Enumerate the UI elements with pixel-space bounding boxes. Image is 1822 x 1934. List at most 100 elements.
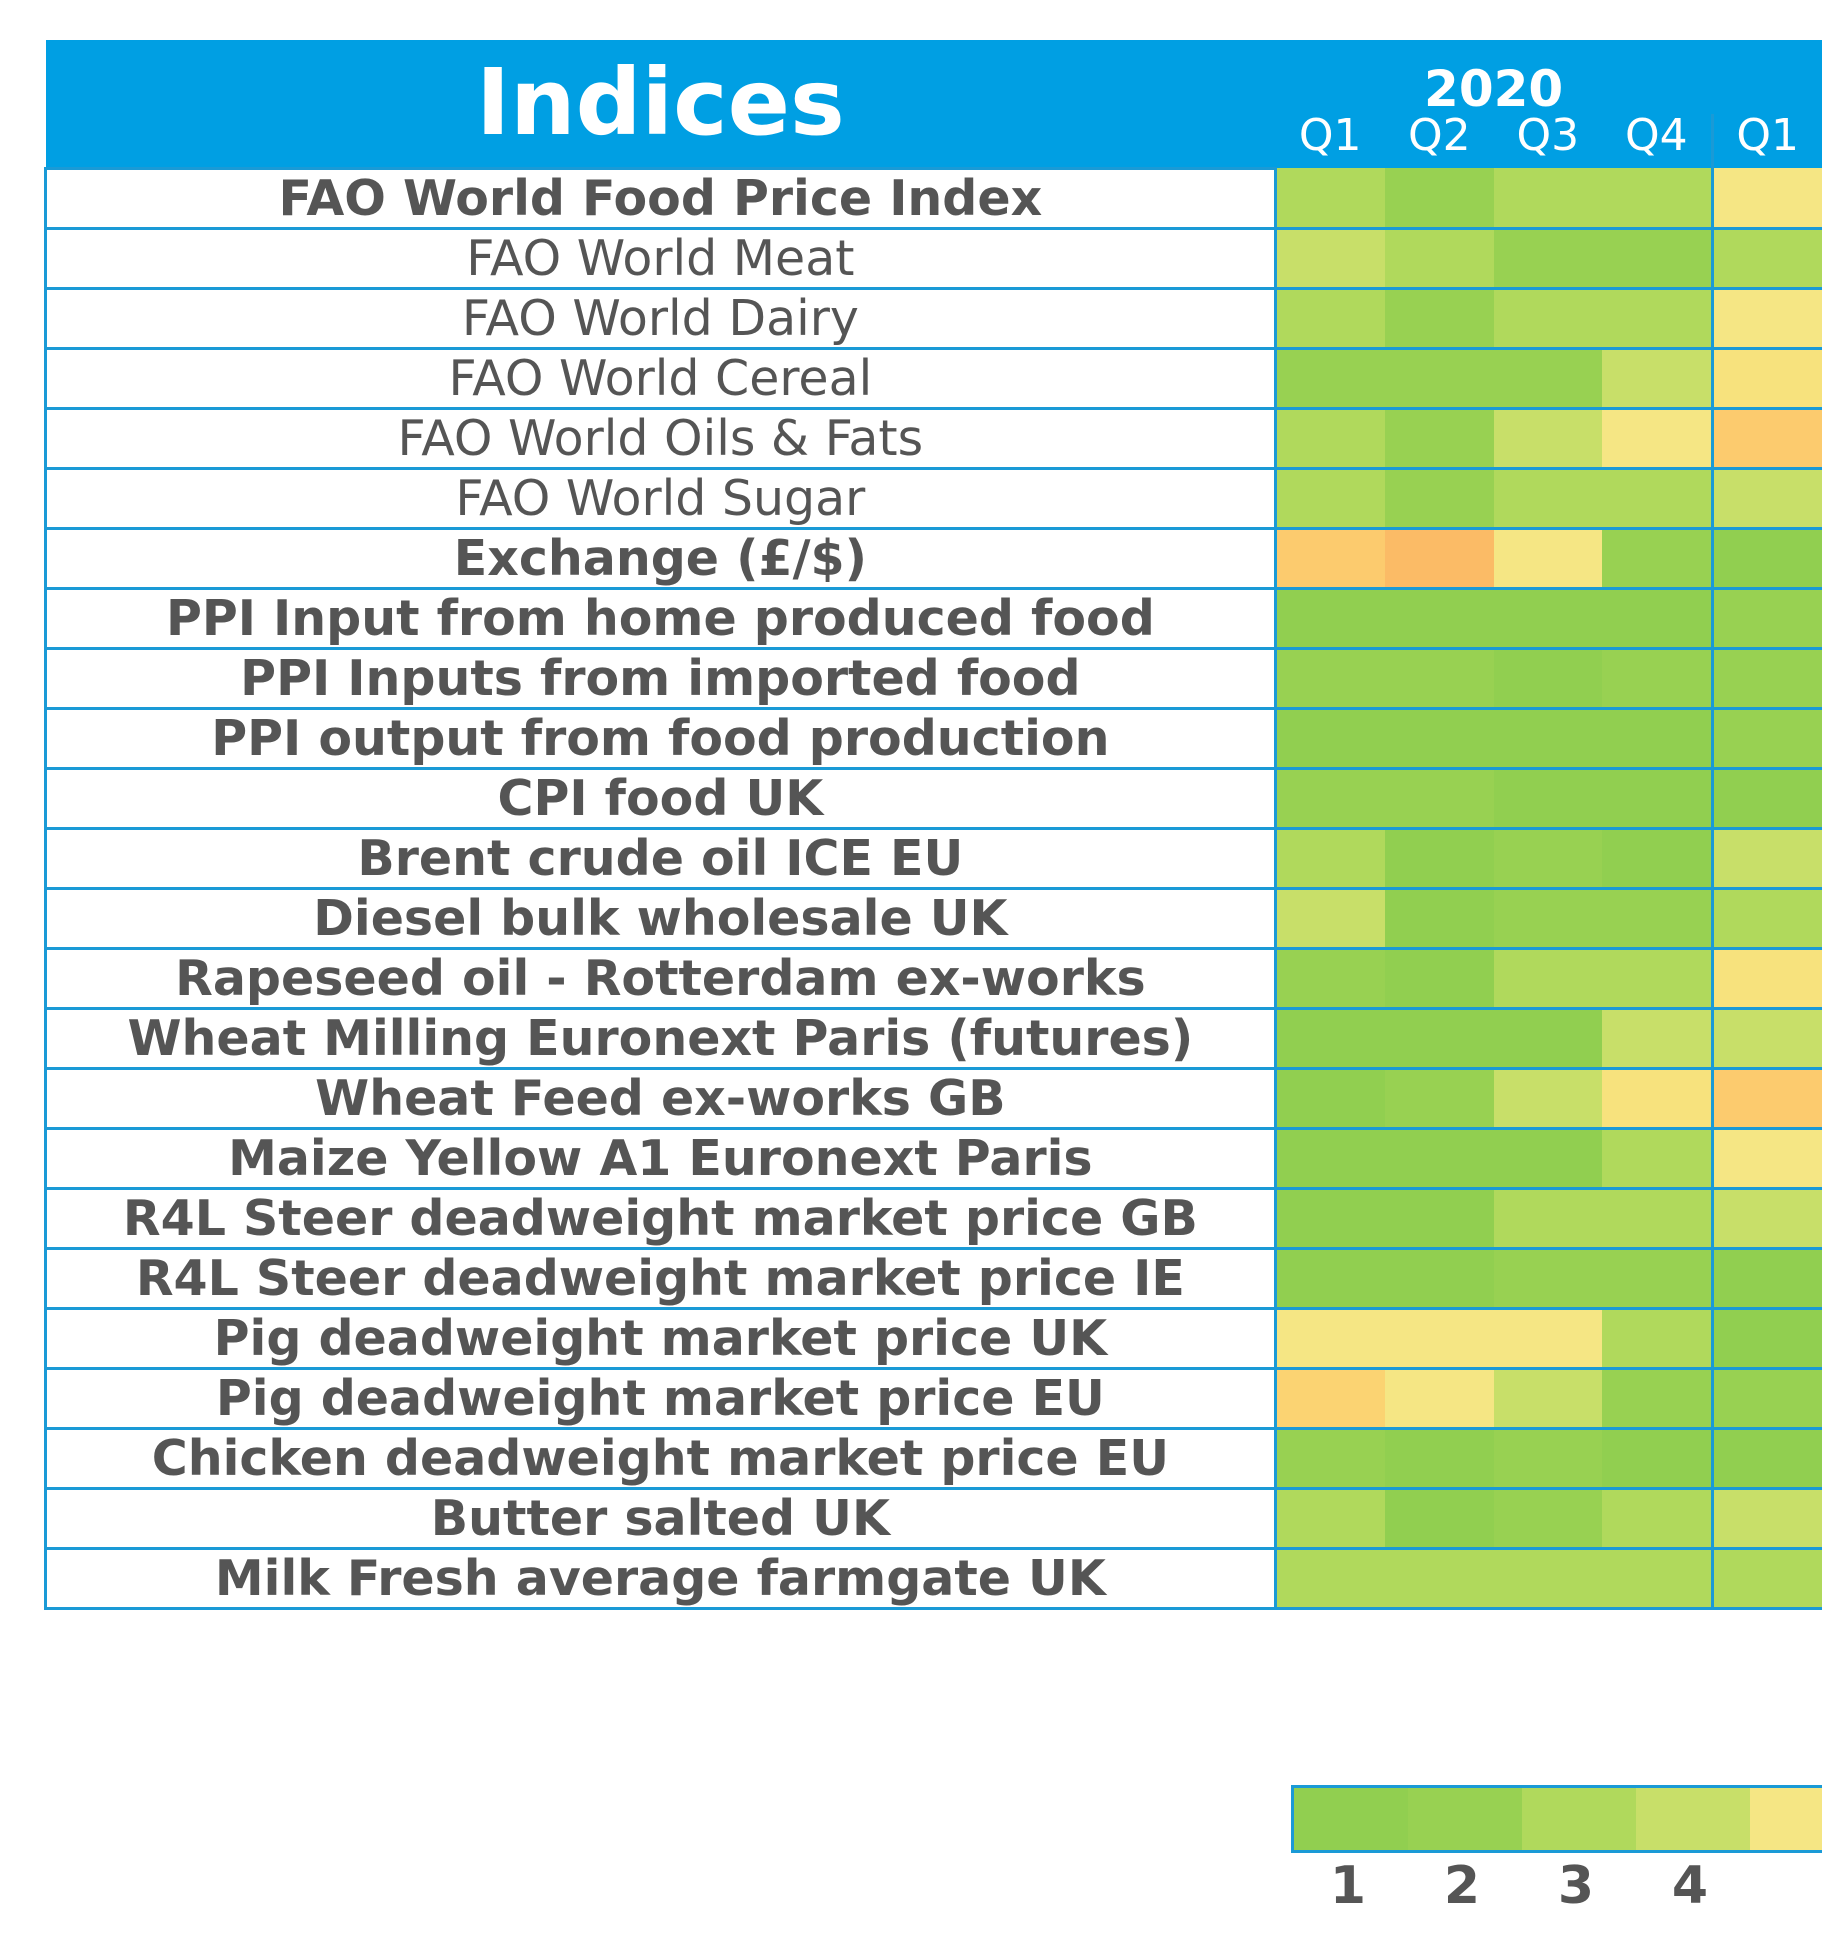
heat-cell	[1710, 528, 1822, 590]
row-label: Milk Fresh average farmgate UK	[44, 1546, 1277, 1610]
heat-cell	[1710, 1068, 1822, 1130]
heat-cell	[1275, 588, 1386, 650]
heat-cell	[1493, 708, 1603, 770]
heat-cell	[1493, 1368, 1603, 1430]
table-row: PPI Input from home produced food	[44, 586, 1822, 650]
heat-cell	[1493, 1128, 1603, 1190]
heat-cell	[1602, 1248, 1712, 1310]
table-row: R4L Steer deadweight market price IE	[44, 1246, 1822, 1310]
legend-swatch	[1294, 1788, 1408, 1850]
year-header: 2020	[1275, 40, 1712, 114]
heat-cell	[1710, 1248, 1822, 1310]
row-label: Brent crude oil ICE EU	[44, 826, 1277, 890]
heat-cell	[1602, 1068, 1712, 1130]
heat-cell	[1710, 348, 1822, 410]
heat-cell	[1493, 1308, 1603, 1370]
row-label: Wheat Feed ex-works GB	[44, 1066, 1277, 1130]
heat-cell	[1602, 168, 1712, 230]
heat-cell	[1710, 1488, 1822, 1550]
table-row: FAO World Food Price Index	[44, 166, 1822, 230]
quarter-header: Q3	[1493, 114, 1603, 168]
heat-cell	[1275, 1488, 1386, 1550]
table-row: Pig deadweight market price EU	[44, 1366, 1822, 1430]
heat-cell	[1602, 408, 1712, 470]
row-label: FAO World Sugar	[44, 466, 1277, 530]
heat-cell	[1710, 1128, 1822, 1190]
heat-cell	[1493, 228, 1603, 290]
heat-cell	[1275, 708, 1386, 770]
next-year-header	[1712, 40, 1822, 114]
heat-cell	[1493, 348, 1603, 410]
heat-cell	[1493, 1548, 1603, 1610]
heat-cell	[1602, 528, 1712, 590]
row-label: Maize Yellow A1 Euronext Paris	[44, 1126, 1277, 1190]
heat-cell	[1602, 708, 1712, 770]
heat-cell	[1275, 1428, 1386, 1490]
legend-swatch	[1750, 1788, 1822, 1850]
heat-cell	[1275, 168, 1386, 230]
quarter-header: Q1	[1710, 114, 1822, 168]
heat-cell	[1275, 1308, 1386, 1370]
heat-cell	[1710, 648, 1822, 710]
table-row: Rapeseed oil - Rotterdam ex-works	[44, 946, 1822, 1010]
row-label: CPI food UK	[44, 766, 1277, 830]
heat-cell	[1602, 1428, 1712, 1490]
heat-cell	[1385, 408, 1494, 470]
row-label: FAO World Cereal	[44, 346, 1277, 410]
heat-cell	[1275, 648, 1386, 710]
table-row: PPI Inputs from imported food	[44, 646, 1822, 710]
heat-cell	[1710, 468, 1822, 530]
heat-cell	[1602, 1128, 1712, 1190]
table-row: Pig deadweight market price UK	[44, 1306, 1822, 1370]
legend-label: 1	[1329, 1856, 1367, 1916]
heat-cell	[1710, 708, 1822, 770]
table-row: Maize Yellow A1 Euronext Paris	[44, 1126, 1822, 1190]
heat-cell	[1710, 1368, 1822, 1430]
quarter-header: Q1	[1275, 114, 1386, 168]
heat-cell	[1493, 1488, 1603, 1550]
heat-cell	[1385, 1308, 1494, 1370]
heat-cell	[1275, 228, 1386, 290]
heat-cell	[1710, 1308, 1822, 1370]
heat-cell	[1602, 468, 1712, 530]
table-row: Diesel bulk wholesale UK	[44, 886, 1822, 950]
table-row: FAO World Oils & Fats	[44, 406, 1822, 470]
heat-cell	[1602, 1008, 1712, 1070]
table-row: FAO World Dairy	[44, 286, 1822, 350]
heat-cell	[1275, 1548, 1386, 1610]
heat-cell	[1602, 648, 1712, 710]
color-scale-legend	[1291, 1785, 1822, 1853]
heat-cell	[1710, 588, 1822, 650]
row-label: FAO World Oils & Fats	[44, 406, 1277, 470]
heat-cell	[1385, 168, 1494, 230]
heat-cell	[1493, 408, 1603, 470]
heat-cell	[1493, 1428, 1603, 1490]
table-row: Exchange (£/$)	[44, 526, 1822, 590]
heat-cell	[1385, 648, 1494, 710]
heat-cell	[1493, 828, 1603, 890]
table-row: Brent crude oil ICE EU	[44, 826, 1822, 890]
row-label: R4L Steer deadweight market price IE	[44, 1246, 1277, 1310]
heat-cell	[1275, 768, 1386, 830]
heat-cell	[1602, 1368, 1712, 1430]
heat-cell	[1493, 648, 1603, 710]
heat-cell	[1385, 708, 1494, 770]
heat-cell	[1493, 888, 1603, 950]
row-label: Chicken deadweight market price EU	[44, 1426, 1277, 1490]
table-row: Wheat Milling Euronext Paris (futures)	[44, 1006, 1822, 1070]
heat-cell	[1710, 408, 1822, 470]
row-label: FAO World Meat	[44, 226, 1277, 290]
heat-cell	[1493, 1248, 1603, 1310]
heat-cell	[1275, 1368, 1386, 1430]
table-row: Butter salted UK	[44, 1486, 1822, 1550]
heat-cell	[1710, 1428, 1822, 1490]
heat-cell	[1385, 228, 1494, 290]
heat-cell	[1493, 588, 1603, 650]
heat-cell	[1493, 1068, 1603, 1130]
heat-cell	[1385, 348, 1494, 410]
heat-cell	[1493, 468, 1603, 530]
row-label: FAO World Food Price Index	[44, 166, 1277, 230]
legend-swatch	[1522, 1788, 1636, 1850]
heat-cell	[1275, 1188, 1386, 1250]
heat-cell	[1710, 228, 1822, 290]
